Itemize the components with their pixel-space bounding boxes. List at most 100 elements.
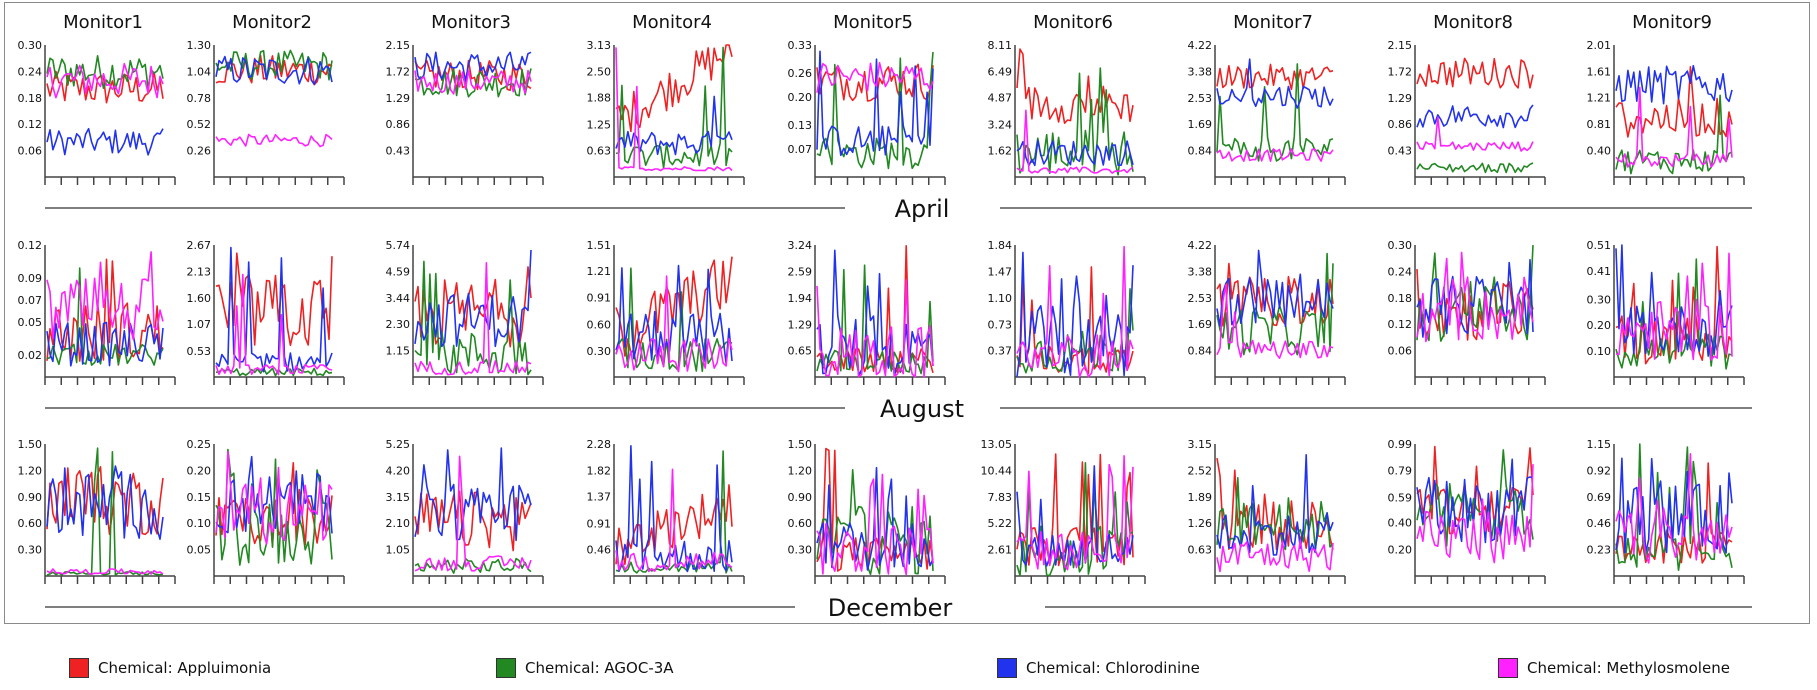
y-tick-label: 4.22: [1188, 39, 1213, 52]
y-tick-label: 2.15: [386, 39, 411, 52]
y-tick-label: 0.69: [1587, 491, 1612, 504]
y-tick-label: 2.13: [187, 266, 212, 279]
y-tick-label: 0.13: [788, 119, 813, 132]
y-tick-label: 0.59: [1388, 491, 1413, 504]
series-line: [215, 49, 333, 81]
y-tick-label: 0.06: [18, 145, 43, 158]
series-line: [816, 473, 934, 576]
monitor-title: Monitor6: [1033, 12, 1113, 33]
y-tick-label: 1.69: [1188, 318, 1213, 331]
y-tick-label: 0.12: [1388, 318, 1413, 331]
y-tick-label: 3.24: [988, 118, 1013, 131]
y-tick-label: 0.05: [18, 316, 43, 329]
series-line: [1016, 48, 1134, 124]
series-line: [1016, 251, 1134, 377]
series-line: [414, 447, 532, 542]
series-line: [1416, 104, 1534, 129]
y-tick-label: 0.63: [587, 144, 612, 157]
chart-frame: [4, 2, 1810, 624]
y-tick-label: 1.15: [386, 345, 411, 358]
series-line: [1016, 465, 1134, 567]
y-tick-label: 0.18: [18, 92, 43, 105]
legend-item-appluimonia: Chemical: Appluimonia: [69, 657, 271, 679]
month-label: December: [828, 594, 953, 622]
y-tick-label: 0.30: [18, 39, 43, 52]
y-tick-label: 1.30: [187, 39, 212, 52]
legend-swatch-methylosmolene: [1498, 658, 1518, 678]
legend-swatch-appluimonia: [69, 658, 89, 678]
legend-swatch-chlorodinine: [997, 658, 1017, 678]
y-tick-label: 0.84: [1188, 345, 1213, 358]
y-tick-label: 0.24: [1388, 265, 1413, 278]
y-tick-label: 3.15: [1188, 438, 1213, 451]
series-line: [1216, 249, 1334, 328]
y-tick-label: 1.82: [587, 465, 612, 478]
y-tick-label: 0.09: [18, 272, 43, 285]
y-tick-label: 0.91: [587, 291, 612, 304]
y-tick-label: 0.91: [587, 517, 612, 530]
y-tick-label: 0.33: [788, 39, 813, 52]
y-tick-label: 0.41: [1587, 265, 1612, 278]
y-tick-label: 0.12: [18, 118, 43, 131]
y-tick-label: 0.60: [18, 517, 43, 530]
series-line: [215, 450, 333, 545]
y-tick-label: 0.30: [1587, 293, 1612, 306]
legend-item-chlorodinine: Chemical: Chlorodinine: [997, 657, 1200, 679]
series-line: [414, 260, 532, 376]
series-line: [46, 70, 164, 104]
y-tick-label: 0.10: [1587, 345, 1612, 358]
series-line: [816, 279, 934, 378]
monitor-chart-grid: Monitor1 Monitor2 Monitor3 Monitor4 Monitor5…: [18, 12, 1752, 622]
series-line: [1615, 64, 1733, 105]
y-tick-label: 2.53: [1188, 92, 1213, 105]
series-line: [615, 264, 733, 365]
y-tick-label: 0.30: [788, 544, 813, 557]
y-tick-label: 0.81: [1587, 118, 1612, 131]
y-tick-label: 0.20: [1388, 543, 1413, 556]
y-tick-label: 0.51: [1587, 239, 1612, 252]
y-tick-label: 0.46: [587, 543, 612, 556]
series-line: [816, 50, 934, 157]
y-tick-label: 0.73: [988, 319, 1013, 332]
legend-label-methylosmolene: Chemical: Methylosmolene: [1527, 659, 1730, 677]
series-line: [215, 246, 333, 373]
y-tick-label: 2.52: [1188, 464, 1213, 477]
y-tick-label: 0.63: [1188, 544, 1213, 557]
y-tick-label: 0.24: [18, 65, 43, 78]
y-tick-label: 0.78: [187, 92, 212, 105]
y-tick-label: 0.18: [1388, 292, 1413, 305]
series-line: [1615, 258, 1733, 370]
series-line: [215, 367, 333, 377]
y-tick-label: 3.13: [587, 39, 612, 52]
y-tick-label: 4.59: [386, 265, 411, 278]
y-tick-label: 0.23: [1587, 544, 1612, 557]
series-line: [414, 490, 532, 552]
series-line: [1016, 454, 1134, 571]
y-tick-label: 1.51: [587, 239, 612, 252]
y-tick-label: 1.60: [187, 292, 212, 305]
series-line: [1416, 162, 1534, 174]
y-tick-label: 1.21: [1587, 92, 1612, 105]
y-tick-label: 5.74: [386, 239, 411, 252]
y-tick-label: 3.15: [386, 491, 411, 504]
monitor-title: Monitor1: [63, 12, 143, 33]
y-tick-label: 0.90: [788, 491, 813, 504]
y-tick-label: 2.28: [587, 438, 612, 451]
y-tick-label: 1.05: [386, 544, 411, 557]
y-tick-label: 4.87: [988, 92, 1013, 105]
y-tick-label: 1.29: [1388, 92, 1413, 105]
series-line: [615, 267, 733, 373]
series-line: [1615, 443, 1733, 572]
y-tick-label: 0.43: [386, 145, 411, 158]
series-line: [1016, 453, 1134, 567]
y-tick-label: 0.92: [1587, 464, 1612, 477]
series-line: [1016, 67, 1134, 176]
y-tick-label: 1.26: [1188, 517, 1213, 530]
y-tick-label: 0.06: [1388, 345, 1413, 358]
series-line: [615, 256, 733, 357]
month-label: August: [880, 395, 964, 423]
y-tick-label: 10.44: [981, 464, 1013, 477]
series-line: [1416, 251, 1534, 343]
series-line: [1016, 109, 1134, 174]
series-line: [1016, 139, 1134, 167]
